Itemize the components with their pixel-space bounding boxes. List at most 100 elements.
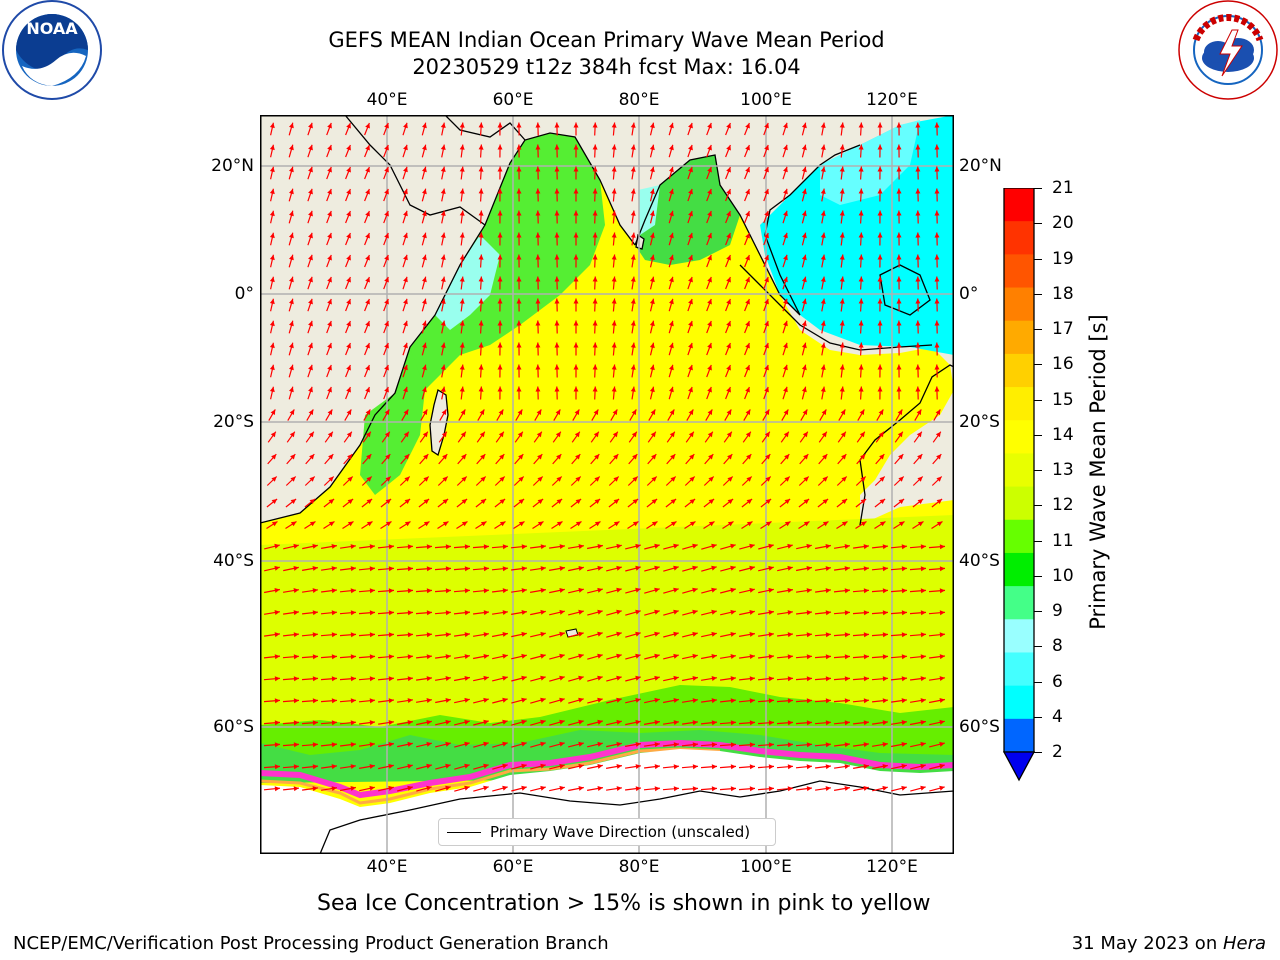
wave-arrow-head — [440, 166, 446, 172]
wave-arrow-head — [882, 720, 888, 726]
wave-arrow-head — [498, 431, 504, 438]
wave-arrow-head — [578, 741, 584, 747]
wave-arrow-head — [403, 144, 408, 151]
wave-arrow-head — [540, 544, 546, 550]
wave-arrow-head — [801, 144, 807, 151]
wave-arrow-head — [863, 742, 869, 748]
wave-arrow-head — [274, 720, 280, 726]
wave-arrow-head — [917, 454, 923, 460]
wave-arrow-head — [616, 697, 622, 703]
wave-arrow-head — [745, 343, 750, 349]
wave-arrow-head — [730, 698, 736, 704]
wave-arrow-head — [635, 587, 641, 593]
wave-arrow-head — [521, 741, 527, 747]
wave-arrow-head — [331, 654, 337, 660]
wave-arrow-head — [350, 764, 356, 769]
wave-arrow-head — [707, 254, 712, 261]
wave-arrow-head — [521, 719, 527, 725]
wave-arrow-head — [783, 254, 788, 261]
coastline-persian-gulf — [444, 115, 526, 141]
wave-arrow-head — [350, 676, 356, 682]
wave-arrow-head — [901, 676, 907, 682]
wave-arrow-head — [688, 409, 694, 415]
wave-arrow-head — [328, 454, 334, 460]
wave-arrow-head — [764, 254, 769, 261]
wave-arrow-head — [896, 320, 902, 326]
wave-arrow-head — [578, 544, 584, 549]
wave-arrow-head — [688, 210, 693, 217]
wave-arrow-head — [920, 544, 926, 550]
wave-arrow-head — [289, 210, 294, 217]
wave-arrow-head — [554, 320, 560, 326]
wave-arrow-head — [839, 188, 845, 194]
wave-arrow-head — [559, 566, 565, 571]
wave-arrow-head — [688, 364, 693, 371]
wave-arrow-head — [422, 144, 427, 151]
wave-arrow-head — [745, 255, 750, 261]
wave-arrow-head — [669, 276, 674, 283]
wave-arrow-head — [825, 654, 831, 660]
wave-arrow-head — [459, 320, 465, 326]
wave-arrow-head — [559, 719, 565, 725]
wave-arrow-head — [289, 254, 294, 261]
wave-arrow-head — [688, 254, 693, 261]
wave-arrow-head — [649, 144, 655, 151]
lon-tick-bottom-100E: 100°E — [740, 857, 792, 877]
wave-arrow-head — [649, 232, 655, 239]
wave-arrow-head — [711, 587, 717, 593]
wave-arrow-head — [939, 632, 945, 638]
wave-arrow-head — [635, 653, 641, 659]
wave-arrow-head — [593, 409, 599, 415]
wave-arrow-head — [597, 719, 603, 725]
wave-arrow-head — [293, 698, 299, 704]
wave-arrow-head — [934, 210, 940, 216]
wave-arrow-head — [801, 166, 807, 173]
wave-arrow-head — [556, 521, 563, 527]
wave-arrow-head — [651, 499, 658, 504]
wave-arrow-head — [858, 254, 864, 260]
wave-arrow-head — [783, 386, 788, 393]
wave-arrow-head — [497, 254, 503, 260]
wave-arrow-head — [915, 364, 921, 370]
wave-arrow-head — [707, 232, 712, 239]
colorbar-tick-label: 18 — [1052, 283, 1074, 304]
wave-arrow-head — [502, 697, 508, 703]
wave-arrow-head — [669, 320, 674, 327]
wave-arrow-head — [730, 720, 736, 726]
wave-arrow-head — [841, 476, 847, 482]
wave-arrow-head — [669, 144, 674, 151]
wave-arrow-head — [369, 654, 375, 660]
wave-arrow-head — [592, 320, 598, 326]
wave-arrow-head — [839, 254, 845, 260]
wave-arrow-head — [309, 499, 316, 504]
wave-arrow-head — [578, 719, 584, 725]
wave-arrow-head — [460, 409, 466, 415]
wave-arrow-head — [502, 741, 508, 747]
wave-arrow-head — [327, 166, 332, 173]
wave-arrow-head — [764, 122, 769, 129]
wave-arrow-head — [426, 544, 432, 550]
wave-arrow-head — [877, 386, 883, 392]
wave-arrow-head — [764, 210, 769, 217]
wave-arrow-head — [365, 299, 370, 305]
wave-arrow-head — [669, 166, 674, 173]
wave-arrow-head — [727, 499, 734, 504]
wave-arrow-head — [594, 476, 600, 482]
wave-arrow-head — [516, 364, 522, 370]
colorbar — [1000, 187, 1040, 788]
wave-arrow-head — [597, 697, 603, 703]
wave-arrow-head — [745, 365, 750, 371]
wave-arrow-head — [445, 698, 451, 703]
wave-arrow-head — [478, 342, 484, 348]
wave-arrow-head — [575, 454, 581, 460]
wave-arrow-head — [822, 476, 828, 482]
wave-arrow-head — [920, 698, 926, 703]
wave-arrow-head — [575, 521, 582, 527]
wave-arrow-head — [573, 254, 579, 260]
wave-arrow-head — [616, 741, 622, 747]
lon-tick-top-120E: 120°E — [866, 90, 918, 110]
wave-arrow-head — [573, 320, 579, 326]
wave-arrow-head — [803, 454, 809, 460]
wave-arrow-head — [497, 210, 503, 216]
wave-arrow-head — [459, 166, 465, 172]
